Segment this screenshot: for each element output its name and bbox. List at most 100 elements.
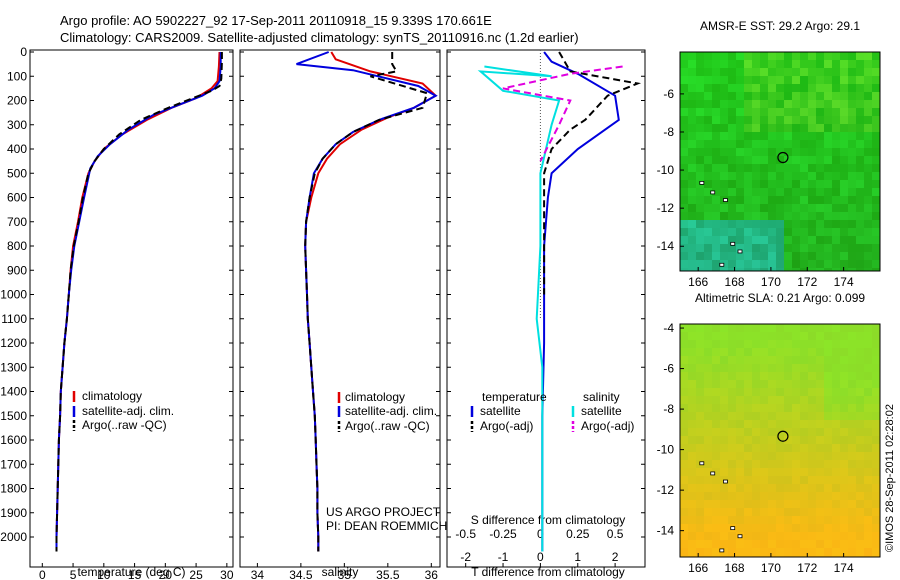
sst_map-cell	[832, 268, 840, 271]
sst_map-cell	[680, 180, 688, 188]
sst_map-cell	[840, 236, 848, 244]
sla_map-cell	[776, 500, 784, 508]
sla_map-cell	[848, 372, 856, 380]
sla_map-cell	[800, 404, 808, 412]
sst_map-cell	[720, 228, 728, 236]
sst_map-cell	[792, 260, 800, 268]
depth-tick-label: 1100	[1, 312, 27, 326]
sst_map-cell	[704, 268, 712, 271]
sla_map-cell	[864, 492, 872, 500]
sla_map-cell	[824, 420, 832, 428]
sla_map-cell	[864, 532, 872, 540]
sla_map-cell	[768, 340, 776, 348]
sla_map-cell	[832, 476, 840, 484]
sla_map-cell	[768, 532, 776, 540]
sst_map-cell	[832, 60, 840, 68]
sst_map-cell	[840, 100, 848, 108]
sla_map-cell	[760, 340, 768, 348]
sla_map-cell	[832, 468, 840, 476]
sla_map-cell	[752, 340, 760, 348]
sst_map-cell	[760, 260, 768, 268]
sst_map-cell	[760, 244, 768, 252]
sla_map-cell	[768, 332, 776, 340]
sla_map-cell	[848, 460, 856, 468]
sla_map-frame	[679, 323, 881, 558]
sst_map-cell	[736, 52, 744, 60]
sst_map-cell	[824, 220, 832, 228]
sla_map-cell	[752, 396, 760, 404]
sst_map-cell	[704, 132, 712, 140]
sla_map-cell	[792, 460, 800, 468]
sla_map-cell	[728, 356, 736, 364]
sst_map-cell	[808, 92, 816, 100]
sla_map-cell	[848, 340, 856, 348]
sla_map-cell	[856, 532, 864, 540]
sst_map-cell	[848, 140, 856, 148]
sst_map-cell	[736, 132, 744, 140]
sst_map-cell	[800, 100, 808, 108]
sst_map-cell	[864, 204, 872, 212]
sst_map-cell	[824, 212, 832, 220]
sla_map-cell	[848, 500, 856, 508]
sst_map-cell	[792, 164, 800, 172]
sla_map-cell	[728, 332, 736, 340]
sla_map-cell	[816, 396, 824, 404]
sla_map-cell	[856, 468, 864, 476]
sla_map-cell	[744, 460, 752, 468]
sla_map-cell	[736, 396, 744, 404]
sst_map-cell	[744, 52, 752, 60]
sst_map-cell	[856, 60, 864, 68]
sst_map-cell	[728, 116, 736, 124]
sla_map-cell	[696, 364, 704, 372]
sla_map-cell	[680, 476, 688, 484]
sst_map-cell	[848, 204, 856, 212]
sla_map-cell	[840, 364, 848, 372]
sst_map-cell	[792, 156, 800, 164]
sst_map-cell	[720, 124, 728, 132]
sla_map-cell	[768, 364, 776, 372]
sla_map-cell	[792, 476, 800, 484]
sst_map-cell	[696, 60, 704, 68]
sla_map-cell	[824, 516, 832, 524]
sla_map-cell	[680, 388, 688, 396]
sla_map-cell	[712, 508, 720, 516]
sst_map-cell	[792, 76, 800, 84]
sla_map-cell	[752, 404, 760, 412]
temperature-xlabel: temperature (deg C)	[77, 565, 185, 579]
temperature-xtick-label: 0	[39, 568, 46, 580]
sla_map-cell	[712, 380, 720, 388]
salinity-diff-tick-label: -0.5	[455, 527, 476, 541]
sla_map-cell	[752, 388, 760, 396]
sst_map-cell	[824, 60, 832, 68]
sst_map-cell	[696, 236, 704, 244]
sla_map-cell	[704, 428, 712, 436]
sst_map-cell	[704, 244, 712, 252]
sst_map-cell	[760, 188, 768, 196]
sla_map-cell	[856, 356, 864, 364]
sst_map-cell	[800, 268, 808, 271]
sst_map-cell	[736, 188, 744, 196]
sst_map-cell	[784, 76, 792, 84]
sla_map-cell	[784, 420, 792, 428]
sla_map-cell	[840, 484, 848, 492]
sla_map-cell	[704, 524, 712, 532]
sst_map-cell	[768, 52, 776, 60]
sla_map-cell	[872, 444, 880, 452]
sla_map-cell	[872, 468, 880, 476]
sla_map-cell	[872, 380, 880, 388]
sla_map-ytick-label: -8	[663, 402, 674, 416]
sla_map-cell	[872, 356, 880, 364]
sst_map-cell	[704, 140, 712, 148]
sst_map-cell	[712, 236, 720, 244]
sla_map-cell	[768, 484, 776, 492]
sst_map-cell	[696, 268, 704, 271]
sla_map-cell	[784, 524, 792, 532]
sst_map-cell	[696, 252, 704, 260]
sst_map-cell	[744, 236, 752, 244]
sst_map-cell	[872, 84, 880, 92]
sla_map-cell	[832, 380, 840, 388]
sst_map-cell	[872, 92, 880, 100]
sst_map-cell	[680, 260, 688, 268]
sla_map-cell	[848, 508, 856, 516]
sla_map-cell	[752, 324, 760, 332]
